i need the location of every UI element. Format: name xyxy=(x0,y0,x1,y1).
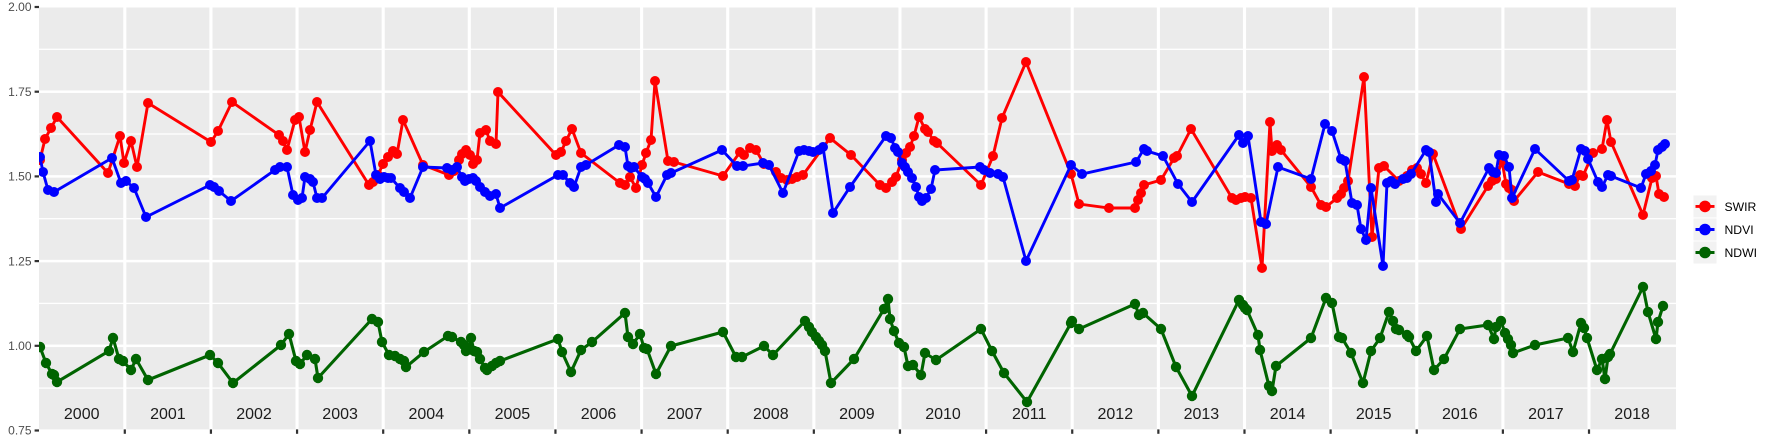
svg-text:2002: 2002 xyxy=(236,406,272,423)
svg-text:2001: 2001 xyxy=(150,406,186,423)
svg-text:SWIR: SWIR xyxy=(1725,200,1757,214)
svg-text:2012: 2012 xyxy=(1098,406,1134,423)
svg-text:2010: 2010 xyxy=(925,406,961,423)
svg-text:2013: 2013 xyxy=(1184,406,1220,423)
svg-text:2000: 2000 xyxy=(64,406,100,423)
svg-text:2016: 2016 xyxy=(1442,406,1478,423)
svg-text:2005: 2005 xyxy=(495,406,531,423)
svg-text:NDWI: NDWI xyxy=(1725,246,1758,260)
svg-text:2008: 2008 xyxy=(753,406,789,423)
svg-text:2004: 2004 xyxy=(409,406,445,423)
svg-text:2018: 2018 xyxy=(1614,406,1650,423)
svg-text:2009: 2009 xyxy=(839,406,875,423)
svg-text:1.25: 1.25 xyxy=(8,254,32,268)
svg-text:2007: 2007 xyxy=(667,406,703,423)
svg-text:0.75: 0.75 xyxy=(8,424,32,438)
svg-text:2.00: 2.00 xyxy=(8,0,32,14)
svg-text:2006: 2006 xyxy=(581,406,617,423)
svg-text:2011: 2011 xyxy=(1012,406,1047,423)
svg-text:NDVI: NDVI xyxy=(1725,223,1754,237)
svg-text:1.75: 1.75 xyxy=(8,85,32,99)
svg-text:1.00: 1.00 xyxy=(8,339,32,353)
svg-text:1.50: 1.50 xyxy=(8,170,32,184)
svg-text:2014: 2014 xyxy=(1270,406,1306,423)
svg-text:2003: 2003 xyxy=(322,406,358,423)
svg-text:2017: 2017 xyxy=(1528,406,1564,423)
svg-text:2015: 2015 xyxy=(1356,406,1392,423)
